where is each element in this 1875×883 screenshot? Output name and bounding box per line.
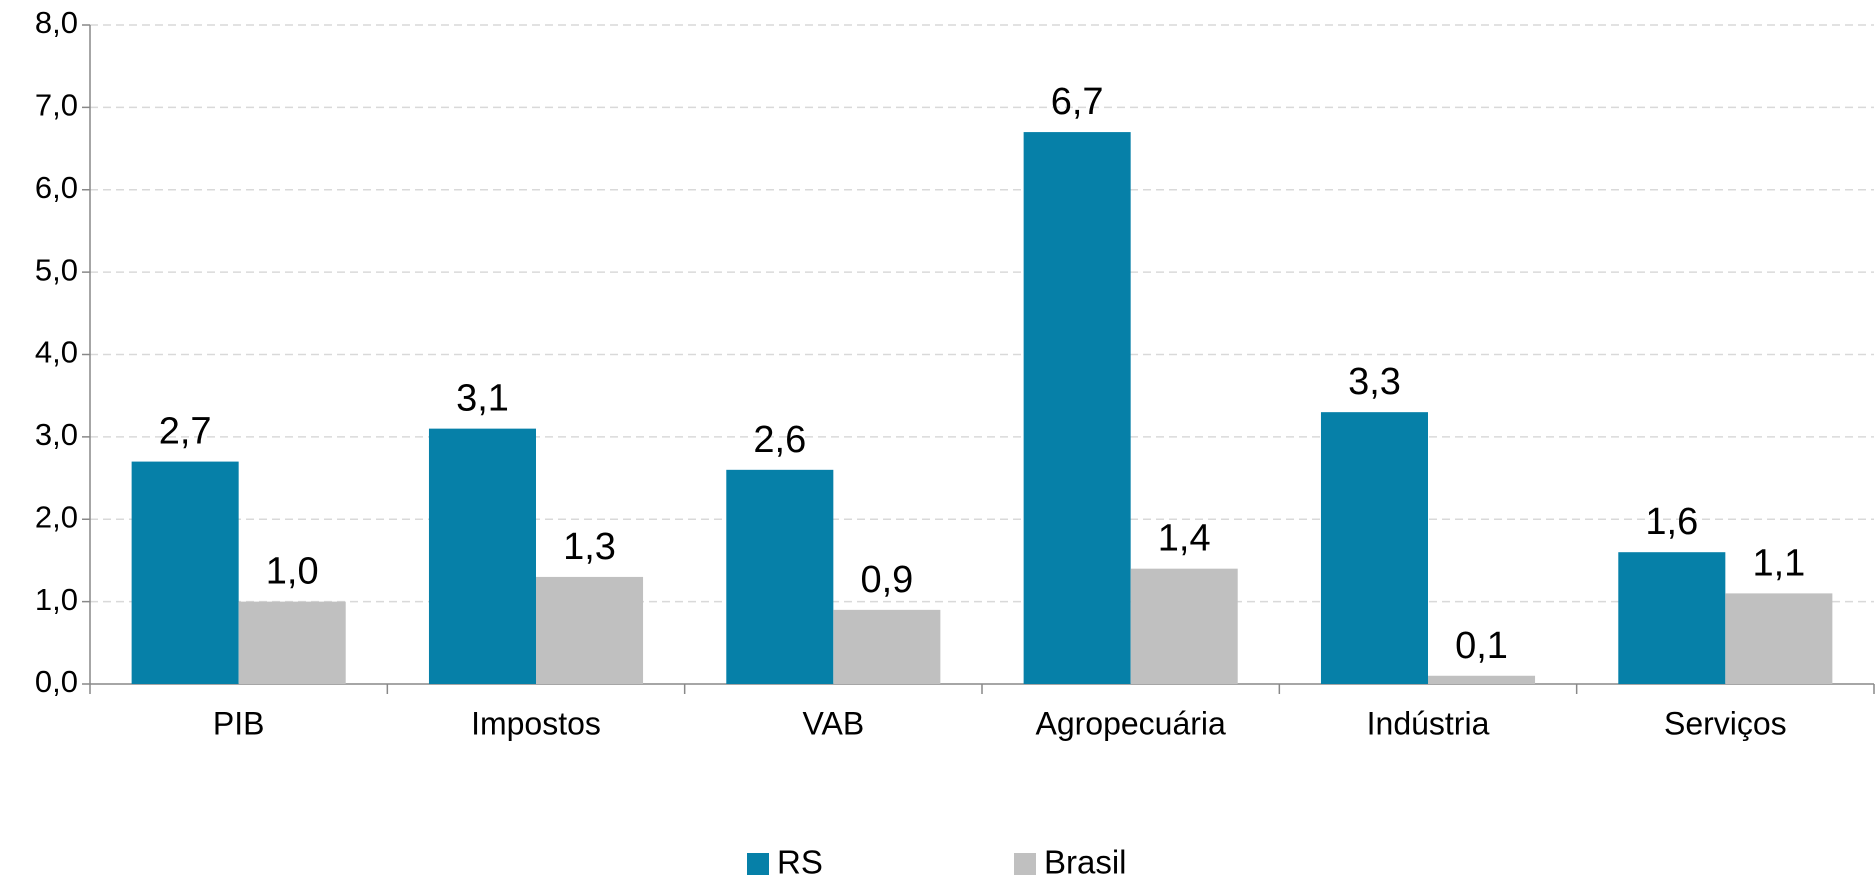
bar <box>131 461 239 684</box>
bar <box>1618 552 1726 684</box>
bar <box>1130 568 1238 684</box>
x-tick-label: Agropecuária <box>1035 705 1226 741</box>
data-label: 1,3 <box>563 526 616 568</box>
y-tick-label: 3,0 <box>35 417 78 452</box>
bar <box>536 576 644 684</box>
bar <box>238 601 346 684</box>
legend-swatch <box>747 853 769 875</box>
y-tick-label: 8,0 <box>35 5 78 40</box>
bar <box>428 428 536 684</box>
legend-label: Brasil <box>1044 844 1127 881</box>
legend-swatch <box>1014 853 1036 875</box>
x-tick-label: VAB <box>803 705 865 741</box>
x-tick-label: Serviços <box>1664 705 1787 741</box>
bar <box>1428 675 1536 684</box>
data-label: 2,6 <box>753 419 806 461</box>
y-tick-label: 6,0 <box>35 170 78 205</box>
y-tick-label: 7,0 <box>35 88 78 123</box>
data-label: 6,7 <box>1051 81 1104 123</box>
x-tick-label: Impostos <box>471 705 601 741</box>
data-label: 1,4 <box>1158 518 1211 560</box>
y-tick-label: 5,0 <box>35 252 78 287</box>
y-tick-label: 0,0 <box>35 664 78 699</box>
data-label: 3,1 <box>456 378 509 420</box>
y-tick-label: 4,0 <box>35 335 78 370</box>
data-label: 3,3 <box>1348 361 1401 403</box>
bar <box>1725 593 1833 684</box>
y-tick-label: 2,0 <box>35 499 78 534</box>
data-label: 1,1 <box>1752 542 1805 584</box>
bar <box>833 609 941 684</box>
bar <box>1320 412 1428 684</box>
data-label: 2,7 <box>159 411 212 453</box>
y-tick-label: 1,0 <box>35 582 78 617</box>
legend-label: RS <box>777 844 823 881</box>
x-tick-label: Indústria <box>1367 705 1490 741</box>
data-label: 0,9 <box>860 559 913 601</box>
data-label: 1,6 <box>1645 501 1698 543</box>
x-tick-label: PIB <box>213 705 265 741</box>
data-label: 0,1 <box>1455 625 1508 667</box>
bar <box>726 469 834 684</box>
bar <box>1023 132 1131 684</box>
data-label: 1,0 <box>266 551 319 593</box>
